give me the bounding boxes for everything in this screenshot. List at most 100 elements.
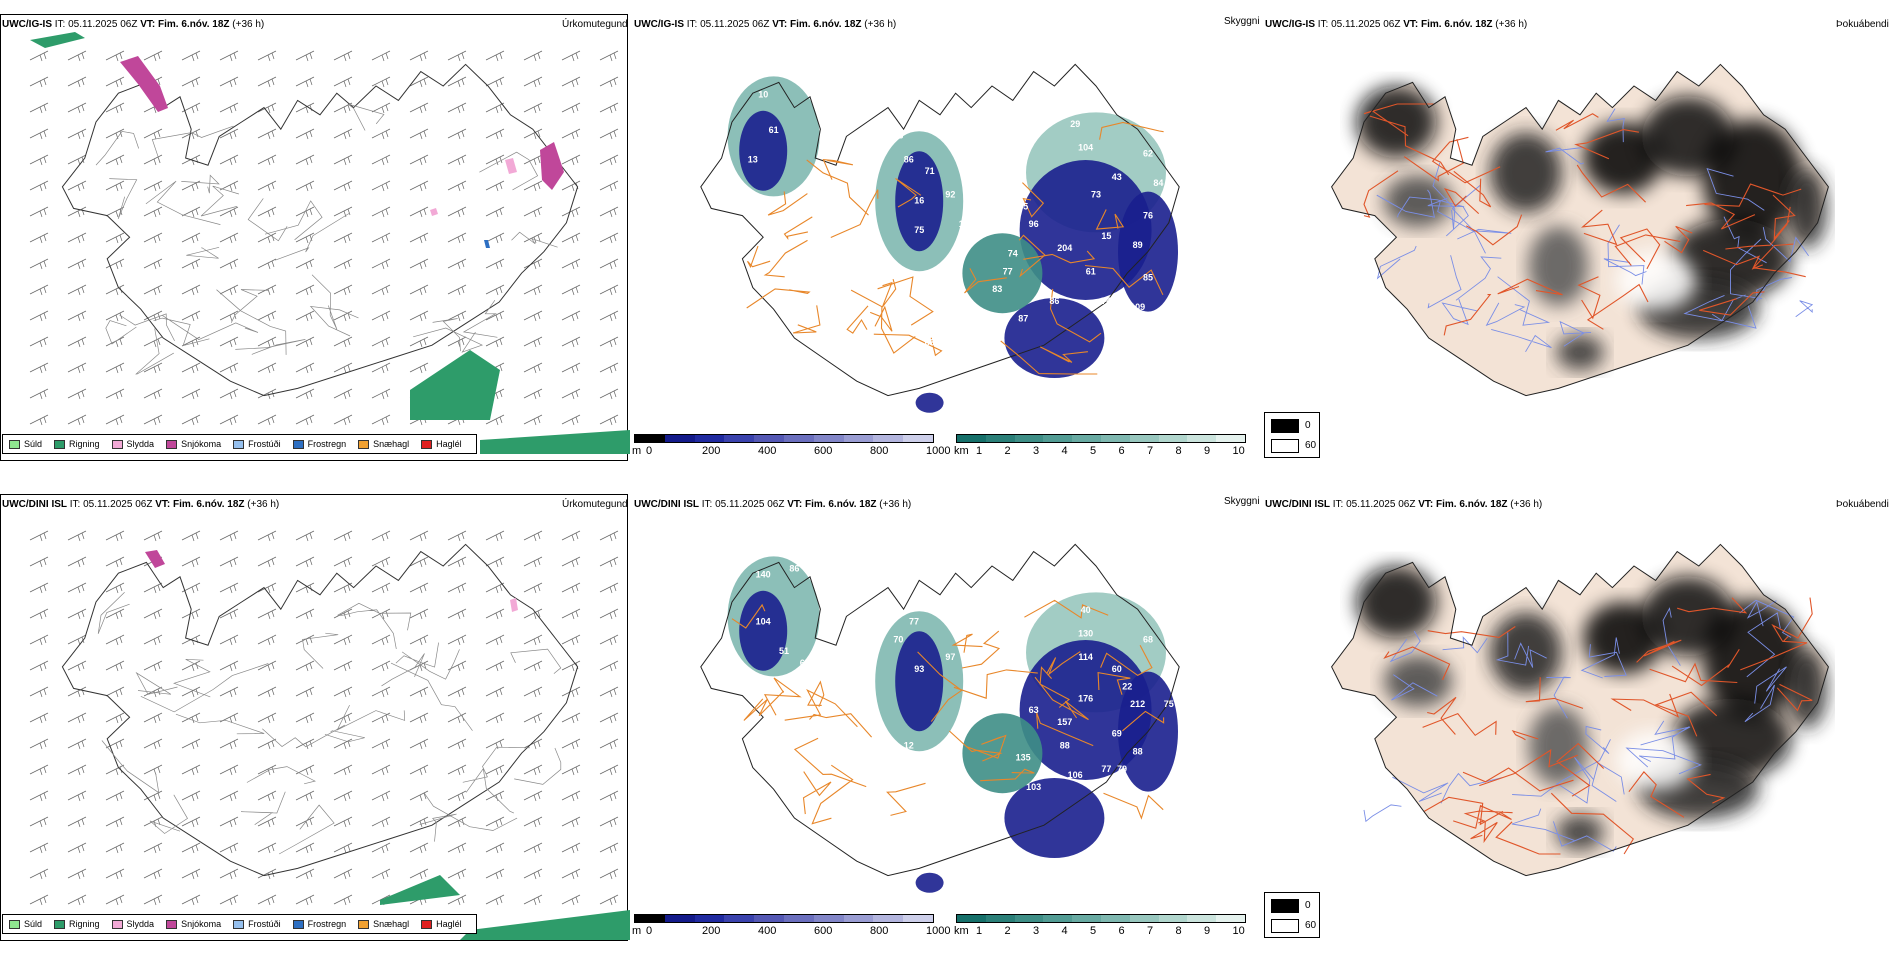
wind-barb [561, 816, 581, 828]
colorbar-step [783, 915, 814, 922]
wind-barb [371, 154, 391, 166]
visibility-label: 104 [1078, 142, 1093, 152]
km-tick: 9 [1204, 925, 1211, 937]
legend-swatch [111, 919, 123, 929]
wind-barb [181, 50, 201, 62]
wind-barb [485, 50, 505, 62]
wind-barb [257, 894, 277, 906]
wind-barb [143, 738, 163, 750]
visibility-label: 40 [1081, 605, 1091, 615]
wind-barb [371, 128, 391, 140]
km-tick: 10 [1232, 925, 1245, 937]
wind-barb [143, 284, 163, 296]
vt-label: VT: [772, 19, 788, 30]
wind-barb [409, 76, 429, 88]
wind-barb [485, 582, 505, 594]
legend-label: Slydda [126, 439, 155, 449]
wind-barb [29, 50, 49, 62]
wind-barb [447, 842, 467, 854]
wind-barb [447, 582, 467, 594]
wind-barb [143, 608, 163, 620]
visibility-label: 96 [1029, 219, 1039, 229]
wind-barb [105, 414, 125, 426]
wind-barb [523, 232, 543, 244]
wind-barb [371, 284, 391, 296]
colorbar-step [724, 915, 755, 922]
visibility-label: 70 [893, 634, 903, 644]
wind-barb [295, 154, 315, 166]
wind-barb [485, 816, 505, 828]
wind-barb [105, 232, 125, 244]
wind-barb [143, 582, 163, 594]
model-name: UWC/IG-IS [2, 19, 52, 30]
visibility-label: 109 [1130, 302, 1145, 312]
height-tick: 800 [870, 445, 889, 457]
wind-barb [599, 842, 619, 854]
wind-barb [29, 284, 49, 296]
colorbar-step [1187, 915, 1217, 922]
colorbar-step [957, 915, 986, 922]
wind-barb [333, 686, 353, 698]
wind-barb [485, 738, 505, 750]
wind-barb [523, 102, 543, 114]
wind-barb [523, 816, 543, 828]
wind-barb [29, 686, 49, 698]
legend-label: Slydda [126, 919, 155, 929]
wind-barb [485, 764, 505, 776]
wind-barb [371, 362, 391, 374]
precip-area [460, 910, 630, 940]
visibility-label: 43 [1112, 172, 1122, 182]
wind-barb [561, 712, 581, 724]
wind-barb [371, 76, 391, 88]
wind-barb [447, 686, 467, 698]
wind-barb [29, 712, 49, 724]
wind-barb [295, 258, 315, 270]
legend-swatch [292, 919, 304, 929]
wind-barb [409, 206, 429, 218]
wind-barb [257, 284, 277, 296]
wind-barb [257, 232, 277, 244]
legend-item: Slydda [111, 439, 155, 449]
height-tick: 0 [646, 445, 653, 457]
wind-barb [523, 712, 543, 724]
colorbar-step [635, 435, 665, 442]
wind-barb [257, 530, 277, 542]
visibility-label: 86 [1049, 296, 1059, 306]
wind-barb [295, 180, 315, 192]
visibility-label: 130 [1078, 628, 1093, 638]
wind-barb [219, 764, 239, 776]
wind-barb [143, 764, 163, 776]
wind-barb [523, 258, 543, 270]
colorbar-step [873, 915, 904, 922]
wind-barb [371, 790, 391, 802]
colorbar-step [957, 435, 986, 442]
wind-barb [447, 154, 467, 166]
wind-barb [599, 232, 619, 244]
wind-barb [143, 868, 163, 880]
visibility-label: 65 [800, 658, 810, 668]
model-name: UWC/DINI ISL [634, 499, 699, 510]
wind-barb [371, 310, 391, 322]
wind-barb [333, 868, 353, 880]
visibility-label: 63 [925, 337, 935, 347]
wind-barb [257, 76, 277, 88]
wind-barb [67, 842, 87, 854]
colorbar-step [813, 915, 844, 922]
km-tick: 4 [1061, 445, 1068, 457]
wind-barb [105, 76, 125, 88]
wind-barb [599, 50, 619, 62]
wind-barb [257, 362, 277, 374]
visibility-label: 140 [756, 569, 771, 579]
wind-barb [409, 258, 429, 270]
wind-barb [257, 738, 277, 750]
wind-barb [599, 76, 619, 88]
wind-barb [29, 660, 49, 672]
legend-swatch [358, 919, 370, 929]
wind-barb [295, 868, 315, 880]
wind-barb [181, 894, 201, 906]
wind-barb [105, 712, 125, 724]
wind-barb [29, 790, 49, 802]
legend-swatch [166, 439, 178, 449]
wind-barb [105, 50, 125, 62]
fog-panel-header: UWC/DINI ISL IT: 05.11.2025 06Z VT: Fim.… [1265, 499, 1542, 510]
